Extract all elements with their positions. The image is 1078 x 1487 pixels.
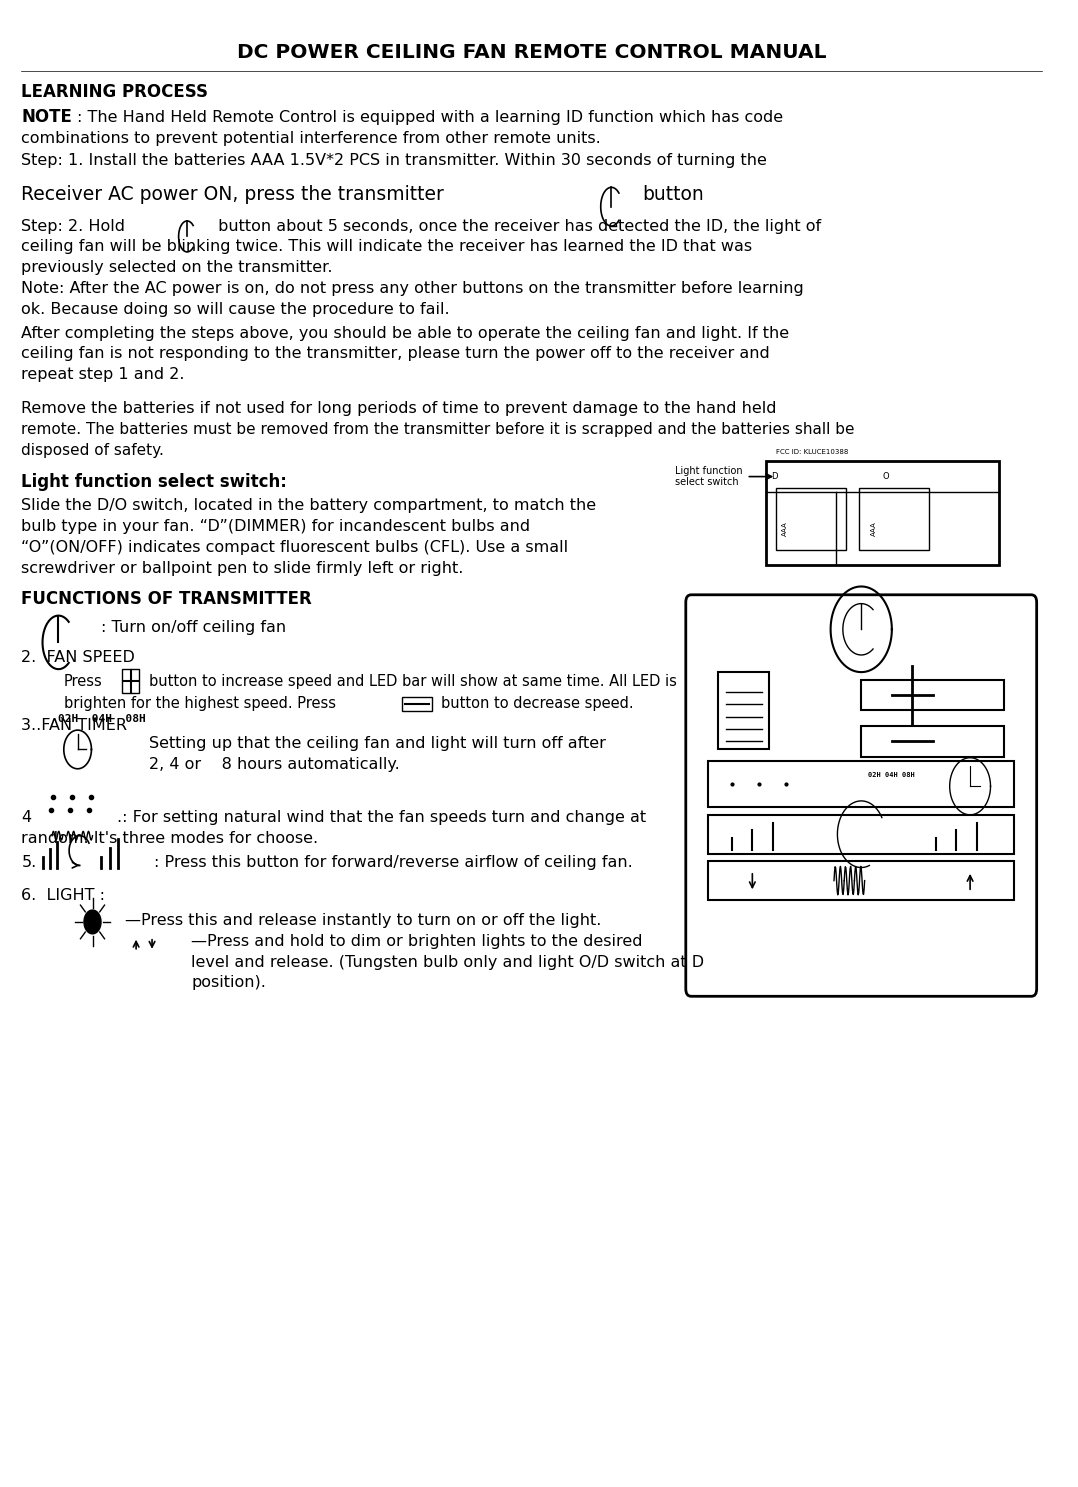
Text: Step: 1. Install the batteries AAA 1.5V*2 PCS in transmitter. Within 30 seconds : Step: 1. Install the batteries AAA 1.5V*… [22,153,768,168]
Text: disposed of safety.: disposed of safety. [22,443,164,458]
Text: “O”(ON/OFF) indicates compact fluorescent bulbs (CFL). Use a small: “O”(ON/OFF) indicates compact fluorescen… [22,540,568,555]
Text: repeat step 1 and 2.: repeat step 1 and 2. [22,367,184,382]
Text: .: For setting natural wind that the fan speeds turn and change at: .: For setting natural wind that the fan… [116,810,646,825]
Bar [859,488,929,550]
Text: 5.: 5. [22,855,37,870]
Text: O: O [883,471,889,482]
Text: Step: 2. Hold: Step: 2. Hold [22,219,125,233]
Polygon shape [84,910,101,934]
Text: D: D [771,471,777,482]
Bar [718,672,770,749]
Text: button to decrease speed.: button to decrease speed. [441,696,634,711]
Text: 6.  LIGHT :: 6. LIGHT : [22,888,106,903]
Bar [708,761,1014,807]
Bar [776,488,846,550]
Text: After completing the steps above, you should be able to operate the ceiling fan : After completing the steps above, you sh… [22,326,789,341]
Text: remote. The batteries must be removed from the transmitter before it is scrapped: remote. The batteries must be removed fr… [22,422,855,437]
Text: 3..FAN TIMER: 3..FAN TIMER [22,718,127,733]
Text: button to increase speed and LED bar will show at same time. All LED is: button to increase speed and LED bar wil… [149,674,677,688]
Bar [861,726,1004,757]
Text: 02H 04H 08H: 02H 04H 08H [868,772,915,778]
Text: 02H  04H  08H: 02H 04H 08H [58,714,147,724]
Text: Light function
select switch: Light function select switch [675,465,743,488]
Text: Remove the batteries if not used for long periods of time to prevent damage to t: Remove the batteries if not used for lon… [22,401,777,416]
Text: Slide the D/O switch, located in the battery compartment, to match the: Slide the D/O switch, located in the bat… [22,498,596,513]
Text: NOTE: NOTE [22,109,72,126]
Text: button about 5 seconds, once the receiver has detected the ID, the light of: button about 5 seconds, once the receive… [212,219,820,233]
Text: combinations to prevent potential interference from other remote units.: combinations to prevent potential interf… [22,131,602,146]
Text: : Turn on/off ceiling fan: : Turn on/off ceiling fan [101,620,286,635]
Text: Receiver AC power ON, press the transmitter: Receiver AC power ON, press the transmit… [22,186,444,204]
Text: position).: position). [192,975,266,990]
Text: level and release. (Tungsten bulb only and light O/D switch at D: level and release. (Tungsten bulb only a… [192,955,705,970]
Text: bulb type in your fan. “D”(DIMMER) for incandescent bulbs and: bulb type in your fan. “D”(DIMMER) for i… [22,519,530,534]
Text: FUCNCTIONS OF TRANSMITTER: FUCNCTIONS OF TRANSMITTER [22,590,312,608]
Text: previously selected on the transmitter.: previously selected on the transmitter. [22,260,333,275]
Text: screwdriver or ballpoint pen to slide firmly left or right.: screwdriver or ballpoint pen to slide fi… [22,561,464,575]
Text: 2.  FAN SPEED: 2. FAN SPEED [22,650,135,665]
Bar [708,815,1014,854]
Bar [708,861,1014,900]
Text: AAA: AAA [782,522,788,535]
Text: brighten for the highest speed. Press: brighten for the highest speed. Press [64,696,335,711]
Text: 2, 4 or    8 hours automatically.: 2, 4 or 8 hours automatically. [149,757,400,772]
Text: ceiling fan is not responding to the transmitter, please turn the power off to t: ceiling fan is not responding to the tra… [22,346,770,361]
Text: Note: After the AC power is on, do not press any other buttons on the transmitte: Note: After the AC power is on, do not p… [22,281,804,296]
Text: ceiling fan will be blinking twice. This will indicate the receiver has learned : ceiling fan will be blinking twice. This… [22,239,752,254]
Bar [402,697,431,711]
Bar [765,461,999,565]
Text: DC POWER CEILING FAN REMOTE CONTROL MANUAL: DC POWER CEILING FAN REMOTE CONTROL MANU… [237,43,827,61]
Text: : Press this button for forward/reverse airflow of ceiling fan.: : Press this button for forward/reverse … [154,855,633,870]
Text: : The Hand Held Remote Control is equipped with a learning ID function which has: : The Hand Held Remote Control is equipp… [77,110,783,125]
Text: Light function select switch:: Light function select switch: [22,473,287,491]
Text: AAA: AAA [871,522,876,535]
Text: Press: Press [64,674,102,688]
Text: button: button [642,186,704,204]
Bar [122,669,139,693]
Bar [861,680,1004,711]
Text: —Press and hold to dim or brighten lights to the desired: —Press and hold to dim or brighten light… [192,934,642,949]
Text: Setting up that the ceiling fan and light will turn off after: Setting up that the ceiling fan and ligh… [149,736,606,751]
Text: —Press this and release instantly to turn on or off the light.: —Press this and release instantly to tur… [125,913,602,928]
Text: 4: 4 [22,810,31,825]
FancyBboxPatch shape [686,595,1037,996]
Text: FCC ID: KLUCE10388: FCC ID: KLUCE10388 [776,449,848,455]
Text: random. It's three modes for choose.: random. It's three modes for choose. [22,831,318,846]
Text: LEARNING PROCESS: LEARNING PROCESS [22,83,208,101]
Text: ok. Because doing so will cause the procedure to fail.: ok. Because doing so will cause the proc… [22,302,450,317]
